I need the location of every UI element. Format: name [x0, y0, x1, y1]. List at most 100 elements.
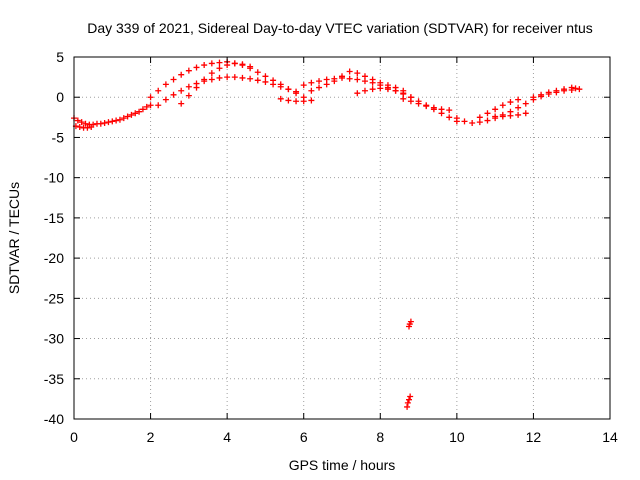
data-point — [553, 87, 560, 94]
data-point — [147, 94, 154, 101]
data-point — [128, 111, 135, 118]
data-point — [285, 97, 292, 104]
data-point — [384, 86, 391, 93]
series-arc-16 — [530, 84, 579, 101]
data-point — [400, 95, 407, 102]
x-tick-label: 2 — [147, 429, 155, 445]
data-point — [377, 85, 384, 92]
data-point — [277, 83, 284, 90]
data-point — [162, 81, 169, 88]
data-point — [515, 111, 522, 118]
data-point — [300, 82, 307, 89]
data-point — [78, 119, 85, 126]
data-point — [461, 118, 468, 125]
y-axis-label: SDTVAR / TECUs — [6, 182, 22, 294]
data-point — [170, 76, 177, 83]
y-tick-label: -30 — [44, 331, 64, 347]
data-point — [247, 63, 254, 70]
data-point — [576, 86, 583, 93]
data-point — [97, 120, 104, 127]
series-arc-15 — [492, 110, 529, 120]
y-tick-label: -5 — [52, 129, 65, 145]
x-tick-label: 14 — [602, 429, 618, 445]
data-point — [515, 104, 522, 111]
y-tick-label: 0 — [56, 89, 64, 105]
data-point — [143, 103, 150, 110]
y-tick-label: -35 — [44, 371, 64, 387]
data-point — [101, 119, 108, 126]
data-point — [82, 120, 89, 127]
series-arc-10 — [400, 95, 453, 114]
data-point — [239, 61, 246, 68]
data-point — [561, 86, 568, 93]
data-point — [492, 113, 499, 120]
data-point — [136, 108, 143, 115]
data-point — [404, 403, 411, 410]
data-point — [316, 84, 323, 91]
data-point — [407, 318, 414, 325]
data-point — [522, 110, 529, 117]
data-point — [392, 87, 399, 94]
x-tick-label: 10 — [449, 429, 465, 445]
data-point — [346, 75, 353, 82]
data-point — [185, 92, 192, 99]
data-point — [499, 113, 506, 120]
data-point — [120, 115, 127, 122]
data-point — [572, 85, 579, 92]
data-point — [339, 73, 345, 80]
y-tick-label: -40 — [44, 411, 64, 427]
data-point — [369, 76, 376, 83]
y-tick-label: -25 — [44, 290, 64, 306]
data-point — [293, 98, 300, 105]
data-point — [193, 84, 200, 91]
data-point — [538, 91, 545, 98]
data-point — [76, 123, 83, 130]
data-point — [484, 110, 491, 117]
data-point — [254, 69, 261, 76]
data-point — [193, 64, 200, 71]
data-point — [147, 102, 154, 109]
data-point — [507, 99, 514, 106]
data-point — [216, 65, 223, 72]
data-point — [270, 81, 277, 88]
data-point — [231, 60, 238, 67]
x-tick-labels: 0 2 4 6 8 10 12 14 — [70, 429, 618, 445]
x-tick-label: 12 — [526, 429, 542, 445]
data-point — [231, 74, 238, 81]
data-point — [377, 79, 384, 86]
data-point — [162, 96, 169, 103]
data-point — [361, 73, 368, 80]
data-point — [316, 78, 323, 85]
data-point — [124, 113, 131, 120]
data-point — [116, 116, 123, 123]
data-point — [522, 100, 529, 107]
data-point — [423, 103, 430, 110]
data-point — [201, 76, 208, 83]
data-point — [430, 104, 437, 111]
data-point — [224, 62, 231, 69]
data-point — [208, 70, 215, 77]
data-point — [155, 87, 162, 94]
data-point — [208, 76, 215, 83]
series-arc-13 — [453, 86, 583, 126]
y-tick-label: 5 — [56, 49, 64, 65]
data-point — [407, 393, 414, 400]
data-point — [530, 94, 537, 101]
x-axis-label: GPS time / hours — [289, 457, 396, 473]
data-point — [499, 102, 506, 109]
data-point — [476, 114, 483, 121]
data-point — [361, 87, 368, 94]
data-point — [406, 396, 412, 403]
series-arc-12 — [404, 393, 414, 410]
data-point — [404, 399, 411, 406]
data-point — [185, 83, 192, 90]
x-tick-label: 4 — [223, 429, 231, 445]
data-point — [84, 124, 91, 131]
data-point — [354, 70, 361, 77]
series-arc-11 — [406, 318, 414, 330]
data-point — [415, 100, 422, 107]
data-point — [208, 60, 215, 67]
data-point — [105, 119, 112, 126]
data-point — [178, 100, 185, 107]
y-tick-label: -15 — [44, 210, 64, 226]
